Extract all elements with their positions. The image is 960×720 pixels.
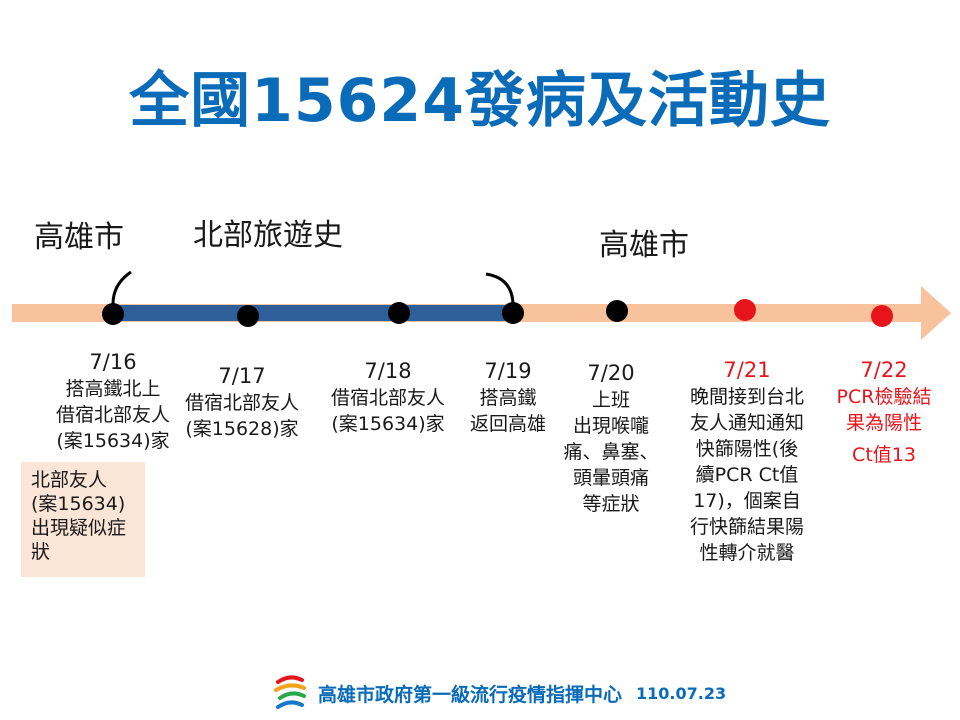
event-line: (案15634)家	[56, 430, 170, 452]
footer-date: 110.07.23	[636, 683, 727, 703]
event-line: 頭暈頭痛	[572, 467, 649, 489]
region-label-kaohsiung-right: 高雄市	[599, 228, 689, 263]
event-line: 搭高鐵北上	[65, 378, 161, 400]
event-line: 上班	[591, 389, 630, 411]
event-line: 果為陽性	[845, 412, 922, 434]
footer-organization: 高雄市政府第一級流行疫情指揮中心	[318, 683, 623, 706]
event-line: 等症狀	[582, 493, 640, 515]
event-line: 性轉介就醫	[699, 542, 795, 564]
event-date: 7/16	[89, 350, 137, 374]
event-date: 7/22	[860, 358, 908, 382]
event-line: 出現喉嚨	[572, 415, 649, 437]
event-line: 晚間接到台北	[689, 386, 804, 408]
event-line: 借宿北部友人	[55, 404, 170, 426]
note-box: 北部友人 (案15634) 出現疑似症 狀	[21, 462, 145, 577]
note-line: 出現疑似症	[31, 517, 127, 539]
event-7-22: 7/22 PCR檢驗結 果為陽性 Ct值13	[822, 356, 946, 468]
event-line: 17)，個案自	[693, 490, 801, 512]
left-bracket-mark	[111, 270, 132, 305]
event-line: Ct值13	[852, 444, 916, 466]
event-7-17: 7/17 借宿北部友人 (案15628)家	[172, 362, 312, 442]
event-line: PCR檢驗結	[836, 386, 932, 408]
right-bracket-mark	[485, 272, 515, 305]
note-line: 北部友人	[31, 469, 108, 491]
event-date: 7/20	[587, 361, 635, 385]
page-title: 全國15624發病及活動史	[129, 66, 831, 136]
event-date: 7/19	[484, 359, 532, 383]
north-travel-segment	[113, 305, 513, 321]
event-line: 借宿北部友人	[184, 392, 299, 414]
event-line: 搭高鐵	[479, 387, 537, 409]
note-line: 狀	[31, 541, 51, 563]
footer: 高雄市政府第一級流行疫情指揮中心 110.07.23	[274, 673, 726, 713]
event-line: 痛、鼻塞、	[563, 441, 659, 463]
event-date: 7/18	[364, 359, 412, 383]
event-line: 借宿北部友人	[330, 387, 445, 409]
event-dot-7-18	[388, 302, 410, 324]
event-7-19: 7/19 搭高鐵 返回高雄	[456, 357, 560, 437]
event-line: 續PCR Ct值	[695, 464, 799, 486]
event-line: 行快篩結果陽	[689, 516, 804, 538]
event-line: 返回高雄	[469, 413, 546, 435]
event-dot-7-17	[237, 305, 259, 327]
event-7-18: 7/18 借宿北部友人 (案15634)家	[318, 357, 458, 437]
event-dot-7-20	[606, 300, 628, 322]
kaohsiung-logo-icon	[274, 675, 306, 709]
event-7-16: 7/16 搭高鐵北上 借宿北部友人 (案15634)家	[33, 348, 193, 454]
event-line: 友人通知通知	[689, 412, 804, 434]
event-7-21: 7/21 晚間接到台北 友人通知通知 快篩陽性(後 續PCR Ct值 17)，個…	[679, 356, 815, 566]
event-dot-7-16	[102, 303, 124, 325]
note-line: (案15634)	[31, 493, 126, 515]
region-label-kaohsiung-left: 高雄市	[34, 220, 124, 255]
event-line: (案15634)家	[331, 413, 445, 435]
event-line: 快篩陽性(後	[695, 438, 799, 460]
event-dot-7-19	[502, 302, 524, 324]
event-date: 7/21	[723, 358, 771, 382]
event-date: 7/17	[218, 364, 266, 388]
event-dot-7-21	[734, 299, 756, 321]
event-7-20: 7/20 上班 出現喉嚨 痛、鼻塞、 頭暈頭痛 等症狀	[561, 359, 661, 517]
event-line: (案15628)家	[185, 418, 299, 440]
event-dot-7-22	[871, 305, 893, 327]
region-label-north: 北部旅遊史	[193, 218, 343, 253]
